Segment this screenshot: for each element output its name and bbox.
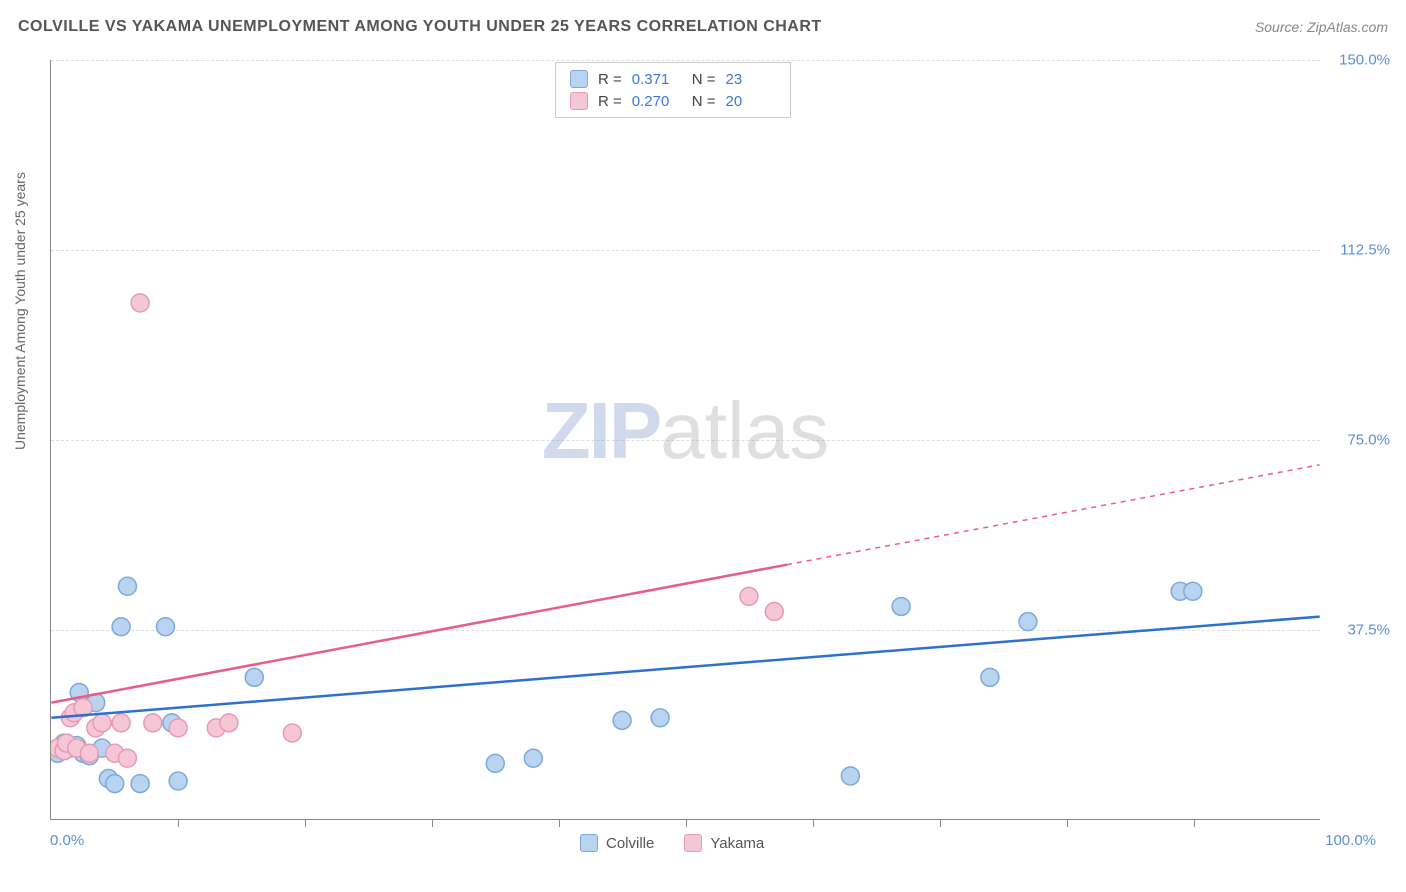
x-tick (940, 819, 941, 827)
x-tick (1067, 819, 1068, 827)
x-tick (305, 819, 306, 827)
data-point (841, 767, 859, 785)
legend-label-colville: Colville (606, 835, 654, 852)
data-point (156, 618, 174, 636)
data-point (651, 709, 669, 727)
legend-item-yakama: Yakama (684, 834, 764, 852)
trend-line-dashed (787, 465, 1320, 565)
data-point (765, 603, 783, 621)
data-point (169, 719, 187, 737)
swatch-yakama-icon (684, 834, 702, 852)
y-tick-label: 150.0% (1330, 52, 1390, 69)
stat-row: R = 0.270 N = 20 (570, 90, 776, 112)
data-point (740, 587, 758, 605)
data-point (131, 775, 149, 793)
legend-label-yakama: Yakama (710, 835, 764, 852)
y-tick-label: 75.0% (1330, 432, 1390, 449)
x-tick (686, 819, 687, 827)
data-point (112, 714, 130, 732)
stat-r-label: R = (598, 71, 622, 88)
legend: Colville Yakama (580, 834, 764, 852)
swatch-colville-icon (580, 834, 598, 852)
stat-n-value: 23 (726, 71, 776, 88)
stat-r-label: R = (598, 93, 622, 110)
chart-title: COLVILLE VS YAKAMA UNEMPLOYMENT AMONG YO… (18, 18, 822, 36)
chart-header: COLVILLE VS YAKAMA UNEMPLOYMENT AMONG YO… (18, 18, 1388, 36)
x-axis-max-label: 100.0% (1325, 832, 1376, 849)
chart-source: Source: ZipAtlas.com (1255, 19, 1388, 35)
data-point (981, 668, 999, 686)
chart-svg (51, 60, 1320, 819)
data-point (106, 775, 124, 793)
stat-n-value: 20 (726, 93, 776, 110)
x-tick (813, 819, 814, 827)
data-point (1019, 613, 1037, 631)
stat-row: R = 0.371 N = 23 (570, 68, 776, 90)
data-point (144, 714, 162, 732)
swatch-icon (570, 70, 588, 88)
data-point (112, 618, 130, 636)
data-point (118, 749, 136, 767)
x-axis-min-label: 0.0% (50, 832, 84, 849)
data-point (283, 724, 301, 742)
stat-n-label: N = (692, 71, 716, 88)
x-tick (432, 819, 433, 827)
stat-r-value: 0.371 (632, 71, 682, 88)
data-point (892, 597, 910, 615)
y-axis-label: Unemployment Among Youth under 25 years (12, 172, 28, 450)
plot-area: ZIPatlas 37.5%75.0%112.5%150.0% (50, 60, 1320, 820)
data-point (93, 714, 111, 732)
y-tick-label: 37.5% (1330, 622, 1390, 639)
x-tick (178, 819, 179, 827)
swatch-icon (570, 92, 588, 110)
data-point (131, 294, 149, 312)
legend-item-colville: Colville (580, 834, 654, 852)
data-point (118, 577, 136, 595)
x-tick (1194, 819, 1195, 827)
x-tick (559, 819, 560, 827)
data-point (613, 711, 631, 729)
data-point (220, 714, 238, 732)
data-point (486, 754, 504, 772)
correlation-stat-box: R = 0.371 N = 23 R = 0.270 N = 20 (555, 62, 791, 118)
stat-n-label: N = (692, 93, 716, 110)
y-tick-label: 112.5% (1330, 242, 1390, 259)
data-point (245, 668, 263, 686)
data-point (1184, 582, 1202, 600)
data-point (80, 744, 98, 762)
data-point (524, 749, 542, 767)
stat-r-value: 0.270 (632, 93, 682, 110)
data-point (169, 772, 187, 790)
